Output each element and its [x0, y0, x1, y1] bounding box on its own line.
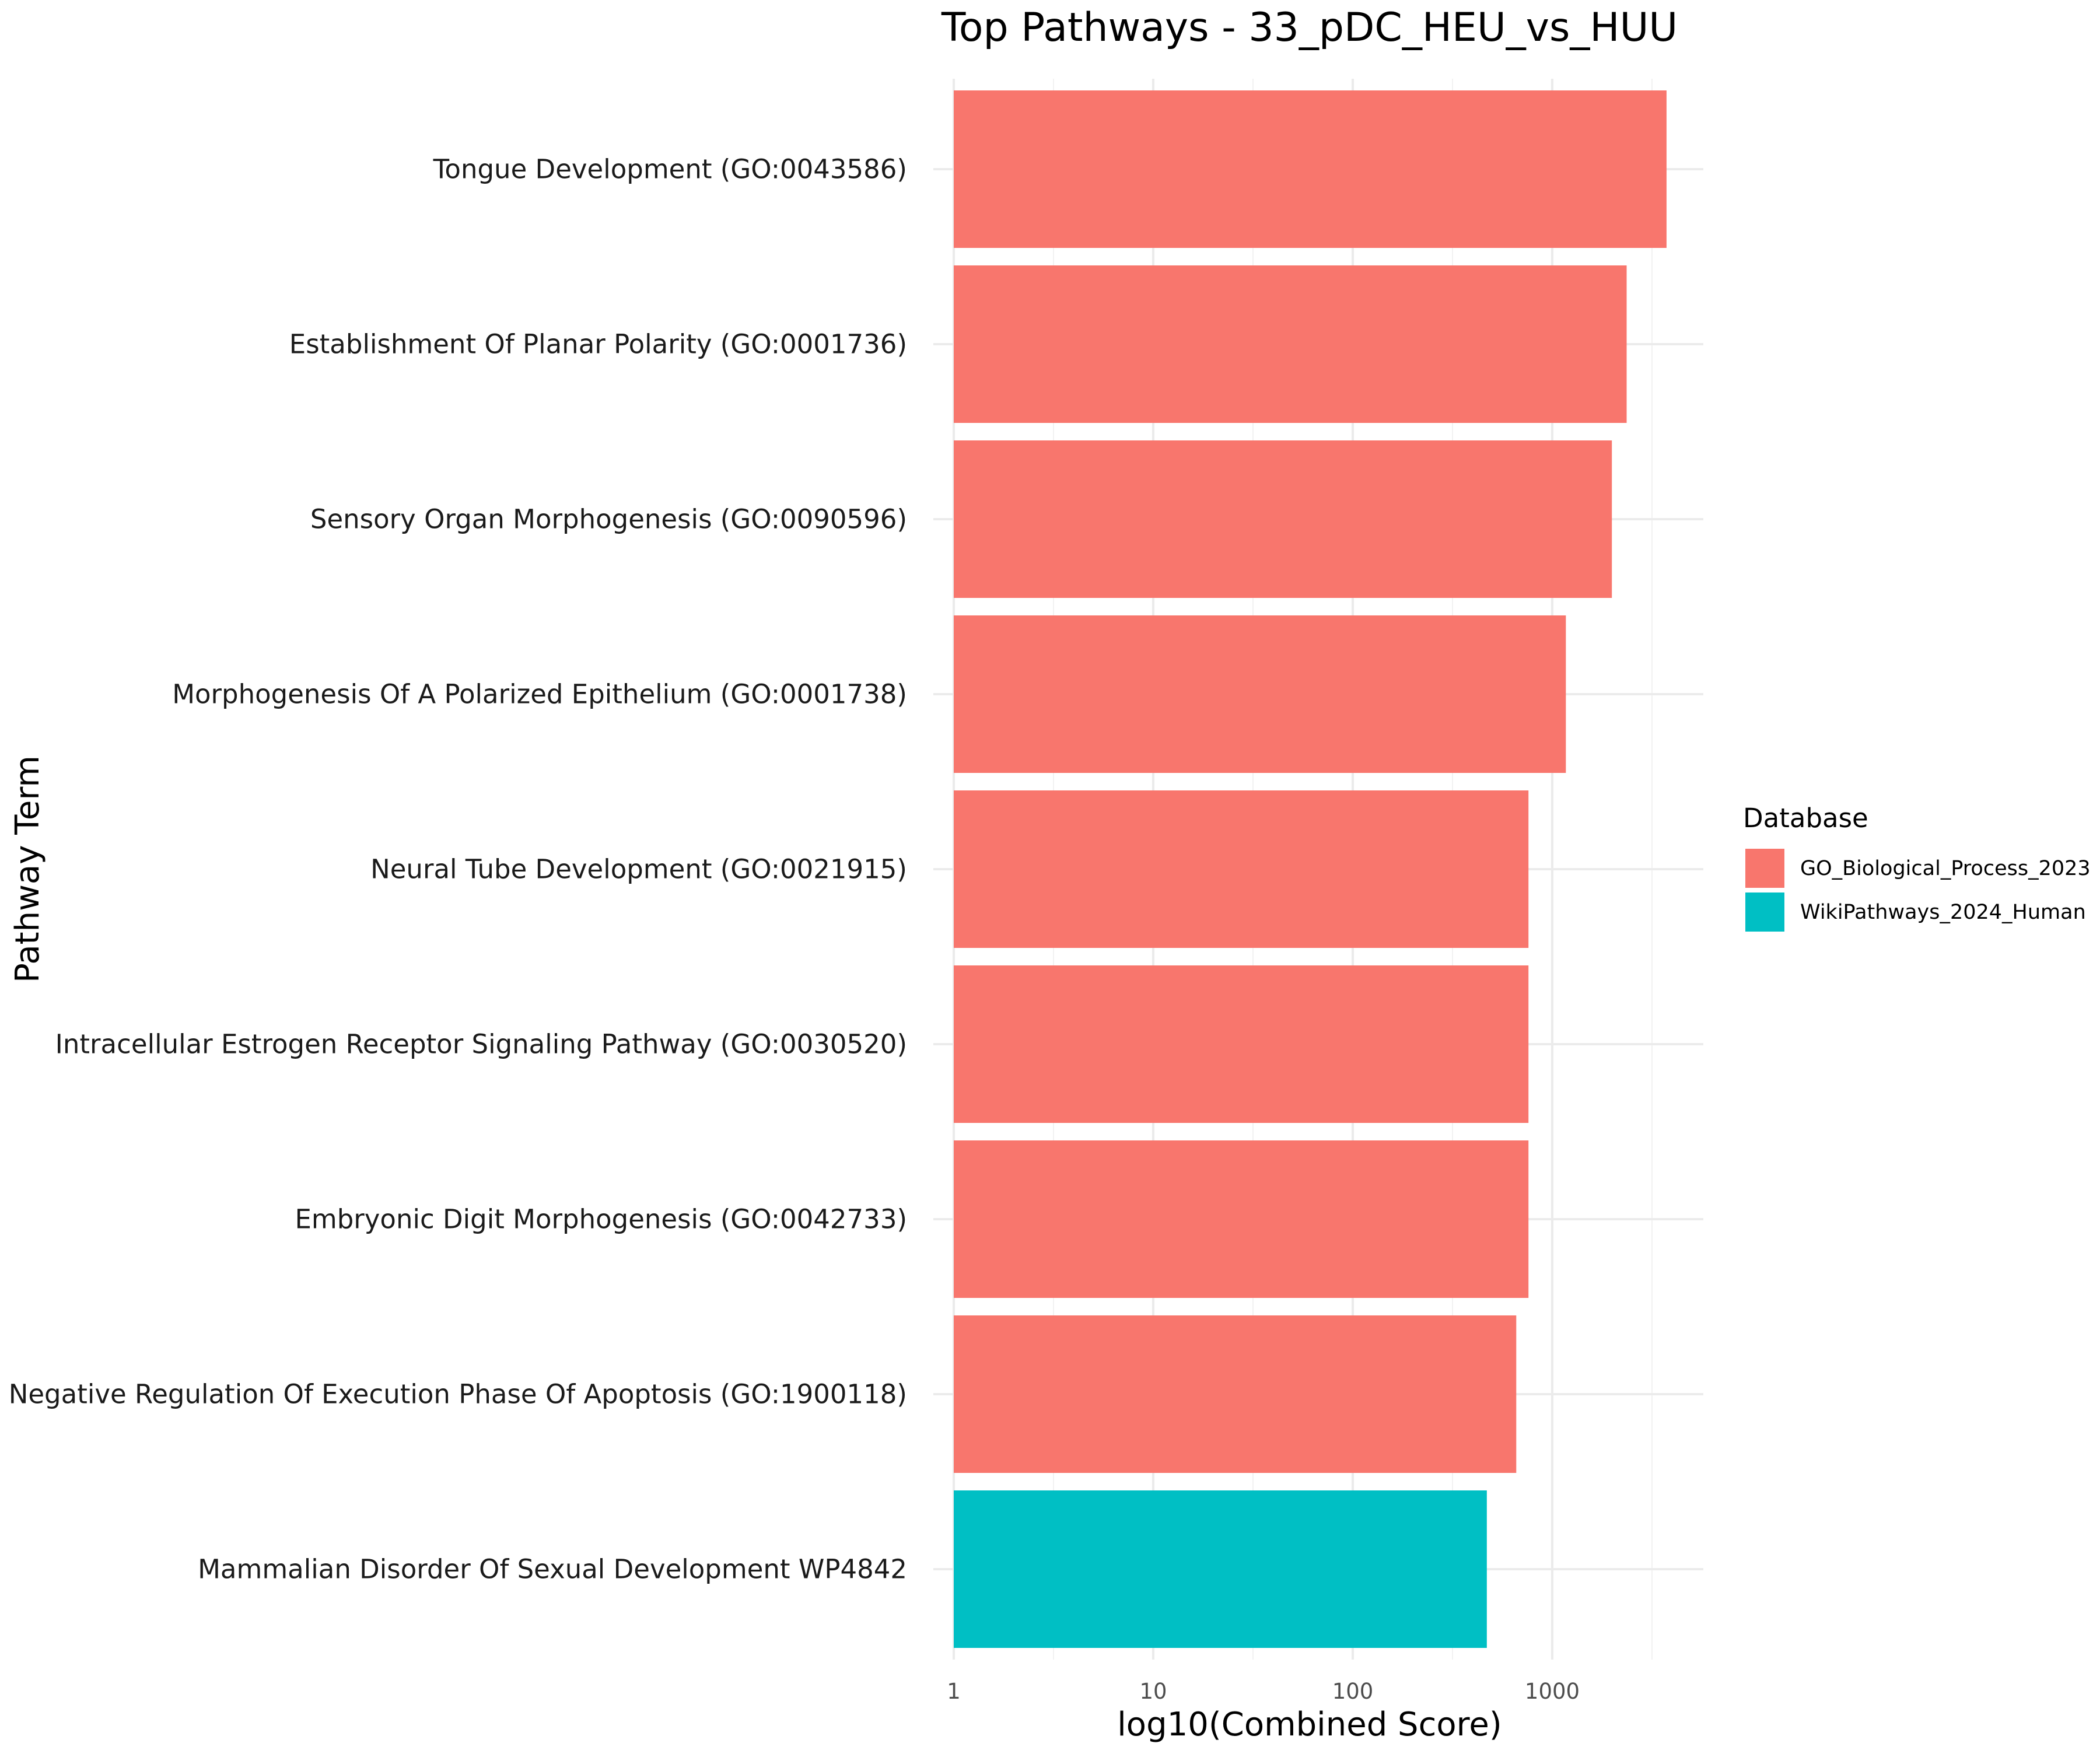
x-tick-label: 10	[1139, 1679, 1167, 1704]
y-tick-label: Neural Tube Development (GO:0021915)	[370, 854, 907, 885]
y-tick-labels: Tongue Development (GO:0043586) Establish…	[9, 154, 907, 1585]
y-tick-label: Establishment Of Planar Polarity (GO:000…	[289, 329, 907, 360]
legend-key	[1745, 892, 1784, 932]
y-tick-label: Morphogenesis Of A Polarized Epithelium …	[172, 679, 907, 710]
legend-label: WikiPathways_2024_Human	[1800, 901, 2086, 924]
x-axis-title: log10(Combined Score)	[1117, 1706, 1502, 1744]
y-tick-label: Embryonic Digit Morphogenesis (GO:004273…	[295, 1204, 907, 1235]
chart-title: Top Pathways - 33_pDC_HEU_vs_HUU	[941, 5, 1678, 51]
y-tick-label: Negative Regulation Of Execution Phase O…	[9, 1379, 907, 1410]
bar	[954, 965, 1529, 1123]
legend-title: Database	[1743, 803, 1868, 834]
x-tick-label: 1	[947, 1679, 961, 1704]
bar	[954, 1140, 1529, 1298]
bar	[954, 265, 1627, 423]
y-tick-label: Tongue Development (GO:0043586)	[433, 154, 907, 185]
y-tick-label: Sensory Organ Morphogenesis (GO:0090596)	[310, 504, 907, 535]
bar	[954, 90, 1667, 248]
x-tick-label: 100	[1332, 1679, 1374, 1704]
legend-key	[1745, 849, 1784, 888]
bar	[954, 790, 1529, 948]
bars	[954, 90, 1667, 1648]
bar	[954, 440, 1612, 598]
bar	[954, 615, 1566, 773]
x-tick-label: 1000	[1525, 1679, 1580, 1704]
y-axis-title: Pathway Term	[9, 755, 47, 983]
legend: Database GO_Biological_Process_2023 WikiP…	[1743, 803, 2091, 932]
legend-items: GO_Biological_Process_2023 WikiPathways_2…	[1745, 849, 2091, 932]
bar	[954, 1315, 1517, 1473]
y-tick-label: Mammalian Disorder Of Sexual Development…	[198, 1554, 907, 1585]
bar	[954, 1490, 1487, 1648]
legend-label: GO_Biological_Process_2023	[1800, 857, 2091, 880]
y-tick-label: Intracellular Estrogen Receptor Signalin…	[55, 1029, 907, 1060]
x-tick-labels: 1 10 100 1000	[947, 1679, 1580, 1704]
